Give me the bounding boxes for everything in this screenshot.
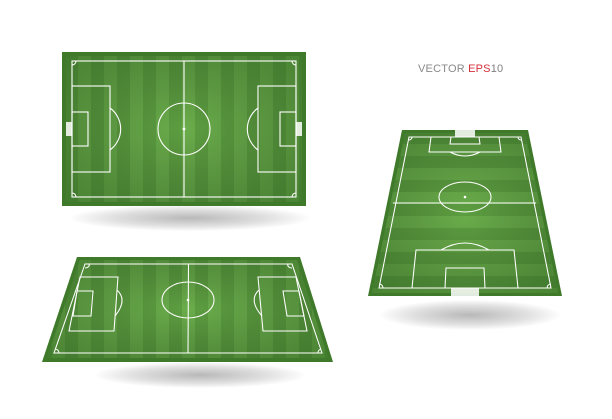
field-shadow-portrait	[380, 300, 560, 330]
field-shadow-landscape	[95, 362, 305, 388]
vector-eps-caption: VECTOR EPS10	[418, 63, 503, 75]
field-shadow-top	[70, 205, 310, 231]
soccer-field-top-view	[62, 52, 306, 206]
caption-word-eps: EPS	[468, 63, 491, 75]
caption-word-version: 10	[490, 63, 504, 75]
soccer-field-portrait-perspective	[368, 130, 562, 296]
soccer-field-landscape-perspective	[22, 257, 333, 362]
caption-word-vector: VECTOR	[418, 63, 469, 75]
